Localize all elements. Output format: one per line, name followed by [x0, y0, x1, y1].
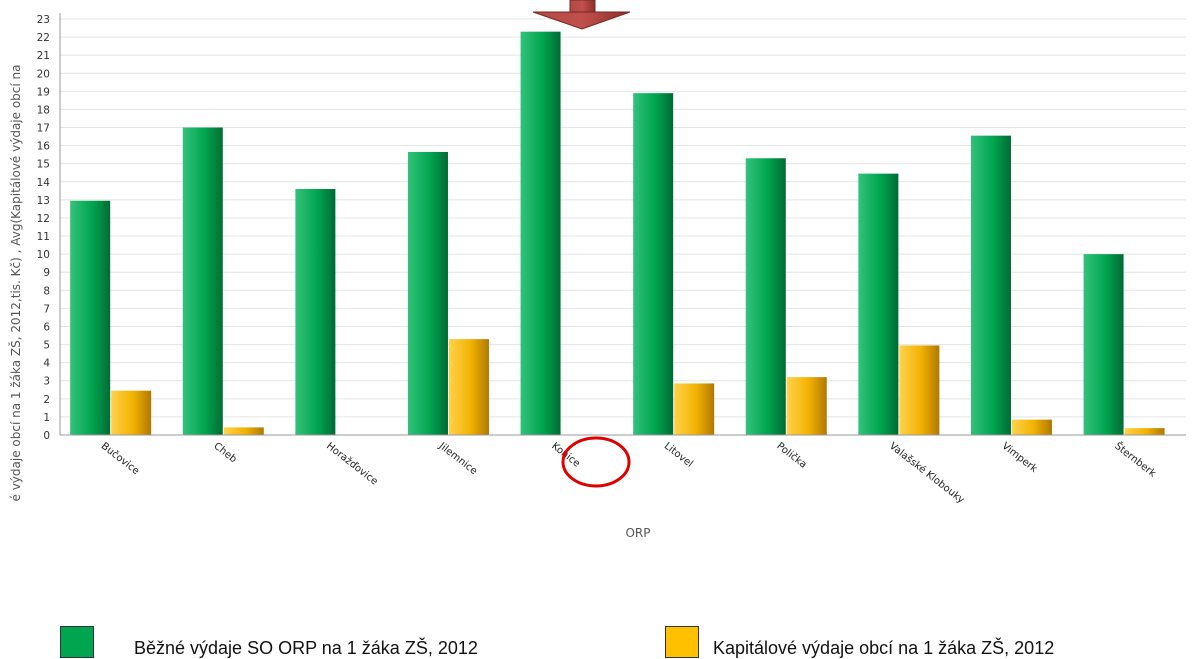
bar [1124, 428, 1165, 435]
y-tick-label: 22 [37, 32, 50, 44]
y-tick-label: 14 [37, 177, 51, 189]
bar [520, 31, 561, 436]
y-tick-label: 19 [37, 86, 50, 98]
y-tick-label: 11 [37, 231, 50, 243]
y-tick-label: 12 [37, 213, 50, 225]
x-tick-label: Jilemnice [436, 440, 479, 477]
x-tick-label: Šternberk [1112, 439, 1159, 480]
highlight-circle-icon [561, 436, 631, 488]
bar [111, 390, 152, 435]
grid-lines [60, 18, 1186, 418]
bar [182, 127, 223, 436]
bar [70, 200, 111, 435]
legend: Běžné výdaje SO ORP na 1 žáka ZŠ, 2012 K… [0, 626, 1203, 658]
x-tick-label: Bučovice [99, 440, 142, 477]
y-tick-label: 13 [37, 195, 50, 207]
y-tick-label: 17 [37, 123, 50, 135]
y-tick-label: 20 [37, 68, 50, 80]
down-arrow-icon [532, 0, 631, 30]
bar [633, 93, 674, 435]
y-tick-label: 21 [37, 50, 50, 62]
y-tick-label: 7 [43, 303, 50, 315]
x-tick-label: Litovel [662, 441, 695, 470]
legend-label-kapitalove: Kapitálové výdaje obcí na 1 žáka ZŠ, 201… [713, 638, 1055, 658]
y-tick-label: 5 [43, 340, 50, 352]
x-tick-label: Polička [774, 440, 809, 471]
y-tick-label: 2 [43, 394, 50, 406]
bar [223, 427, 264, 435]
bar [858, 173, 899, 435]
x-tick-label: Vimperk [1000, 441, 1040, 475]
y-tick-label: 6 [43, 321, 50, 333]
legend-swatch-green [60, 626, 94, 658]
bar [786, 377, 827, 435]
x-tick-label: Cheb [211, 441, 238, 466]
x-axis-title: ORP [625, 526, 650, 540]
y-tick-label: 0 [43, 430, 50, 442]
bar [1083, 254, 1124, 435]
bar [899, 345, 940, 435]
y-tick-label: 16 [37, 141, 51, 153]
legend-swatch-orange [665, 626, 699, 658]
bar [295, 189, 336, 435]
y-axis-title: é výdaje obcí na 1 žáka ZŠ, 2012,tis. Kč… [8, 65, 23, 502]
bar [970, 135, 1011, 435]
bar [448, 339, 489, 435]
y-tick-label: 8 [43, 285, 50, 297]
bar [1011, 419, 1052, 435]
y-tick-label: 4 [43, 358, 50, 370]
y-tick-label: 18 [37, 104, 50, 116]
y-tick-label: 1 [43, 412, 50, 424]
bar [745, 158, 786, 435]
y-tick-label: 23 [37, 14, 50, 26]
x-tick-label: Valašské Klobouky [887, 440, 967, 506]
y-tick-label: 10 [37, 249, 50, 261]
x-axis: Bučovice Cheb Horažďovice Jilemnice Konice Li… [60, 434, 1186, 506]
x-tick-label: Horažďovice [324, 440, 380, 488]
y-tick-label: 3 [43, 376, 50, 388]
bars [70, 31, 1165, 436]
y-tick-label: 9 [43, 267, 50, 279]
legend-label-bezne: Běžné výdaje SO ORP na 1 žáka ZŠ, 2012 [134, 638, 478, 658]
bar [674, 383, 715, 435]
y-tick-label: 15 [37, 159, 50, 171]
bar [407, 151, 448, 435]
